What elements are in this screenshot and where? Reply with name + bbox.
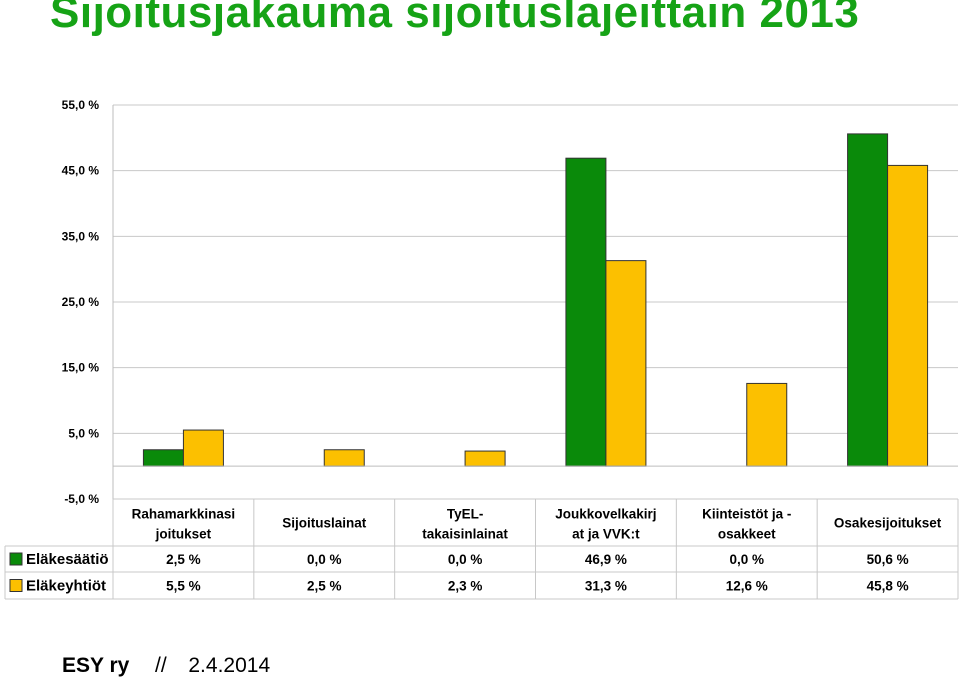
y-tick-label: 35,0 %	[62, 229, 100, 243]
footer-date: 2.4.2014	[188, 654, 271, 677]
y-tick-label: 55,0 %	[62, 98, 100, 112]
data-label: 45,8 %	[867, 579, 909, 594]
data-label: 2,3 %	[448, 579, 483, 594]
category-label: Rahamarkkinasi joitukset	[132, 507, 236, 542]
data-label: 5,5 %	[166, 579, 201, 594]
y-tick-label: -5,0 %	[64, 492, 99, 506]
category-label: Joukkovelkakirj at ja VVK:t	[555, 507, 656, 542]
footer: ESY ry // 2.4.2014	[62, 654, 270, 678]
category-label: Sijoituslainat	[282, 516, 367, 531]
footer-org: ESY ry	[62, 654, 130, 677]
bar-elakeyhtiot	[605, 260, 647, 467]
category-label: Osakesijoitukset	[834, 516, 942, 531]
data-label: 50,6 %	[867, 552, 909, 567]
bar-elakeyhtiot	[323, 449, 365, 467]
footer-separator: //	[155, 654, 167, 677]
legend-label: Eläkeyhtiöt	[26, 578, 106, 595]
y-tick-label: 25,0 %	[62, 295, 100, 309]
page-title: Sijoitusjakauma sijoituslajeittain 2013	[50, 0, 860, 37]
data-label: 0,0 %	[729, 552, 764, 567]
data-label: 12,6 %	[726, 579, 768, 594]
y-tick-label: 5,0 %	[68, 426, 99, 440]
bar-elakeyhtiot	[464, 450, 506, 467]
category-label: Kiinteistöt ja -osakkeet	[702, 507, 791, 542]
bar-elakesaatio	[142, 449, 184, 467]
data-label: 0,0 %	[448, 552, 483, 567]
bar-elakeyhtiot	[182, 429, 224, 467]
data-label: 2,5 %	[307, 579, 342, 594]
bar-chart: -5,0 % 5,0 % 15,0 % 25,0 % 35,0 % 45,0 % 55,0 …	[4, 98, 959, 600]
legend-label: Eläkesäätiö	[26, 551, 109, 568]
bar-elakeyhtiot	[746, 382, 788, 467]
y-tick-label: 45,0 %	[62, 164, 100, 178]
data-label: 0,0 %	[307, 552, 342, 567]
data-label: 31,3 %	[585, 579, 627, 594]
legend-swatch	[9, 552, 23, 566]
bar-elakesaatio	[847, 133, 889, 467]
data-label: 46,9 %	[585, 552, 627, 567]
bar-elakesaatio	[565, 157, 607, 467]
legend-swatch	[9, 579, 23, 592]
bar-elakeyhtiot	[887, 164, 929, 467]
y-tick-label: 15,0 %	[62, 361, 100, 375]
category-label: TyEL-takaisinlainat	[422, 507, 508, 542]
data-label: 2,5 %	[166, 552, 201, 567]
